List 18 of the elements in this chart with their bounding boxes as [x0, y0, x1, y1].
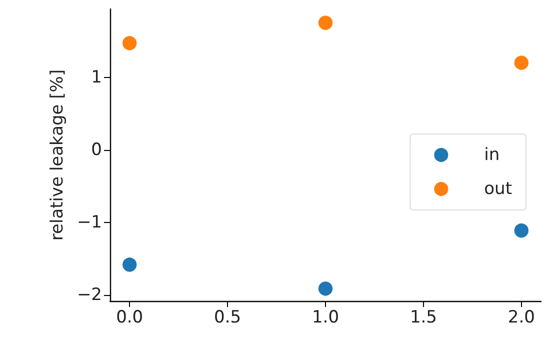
point	[318, 280, 334, 297]
y-tick-label: −2	[76, 285, 102, 306]
y-tick-label: 1	[91, 67, 102, 88]
y-axis-title: relative leakage [%]	[48, 69, 68, 241]
point	[122, 256, 138, 273]
point	[318, 14, 334, 31]
y-tick-label: −1	[76, 212, 102, 233]
x-tick-label: 2.0	[508, 308, 535, 328]
point	[122, 35, 138, 52]
legend-label: in	[484, 145, 500, 165]
x-tick-label: 1.0	[312, 308, 340, 328]
x-tick-label: 0.5	[214, 308, 242, 328]
point	[514, 222, 530, 238]
legend-label: out	[484, 179, 512, 199]
y-tick-label: 0	[91, 140, 102, 160]
x-tick-label: 1.5	[410, 308, 437, 328]
point	[514, 54, 530, 71]
x-tick-label: 0.0	[116, 308, 144, 328]
